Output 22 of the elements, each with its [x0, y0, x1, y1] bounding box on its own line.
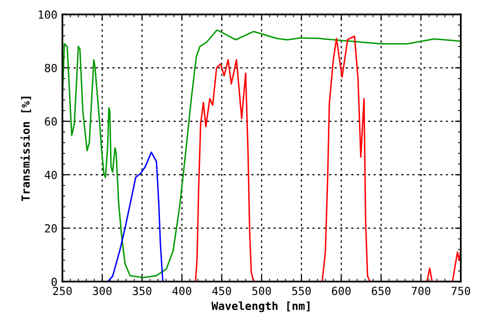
y-axis-title: Transmission [%]: [20, 96, 32, 202]
line-series: [193, 36, 461, 282]
x-tick-label: 400: [172, 286, 192, 296]
x-tick-label: 750: [452, 286, 470, 296]
line-series: [62, 30, 461, 278]
y-tick-label: 0: [52, 278, 57, 286]
x-tick-label: 300: [92, 286, 112, 296]
y-tick-label: 60: [44, 117, 57, 126]
y-tick-label: 20: [44, 224, 57, 233]
x-tick-label: 600: [332, 286, 351, 296]
x-tick-label: 700: [412, 286, 430, 296]
x-tick-label: 450: [212, 286, 232, 296]
y-tick-label: 100: [38, 10, 57, 19]
x-tick-label: 350: [132, 286, 152, 296]
x-tick-label: 250: [53, 286, 72, 296]
x-tick-label: 650: [372, 286, 390, 296]
line-series: [107, 152, 164, 282]
x-tick-label: 500: [252, 286, 271, 296]
y-tick-label: 40: [44, 170, 57, 180]
x-axis-title: Wavelength [nm]: [211, 301, 310, 312]
x-tick-label: 550: [292, 286, 311, 296]
y-tick-label: 80: [44, 64, 57, 72]
